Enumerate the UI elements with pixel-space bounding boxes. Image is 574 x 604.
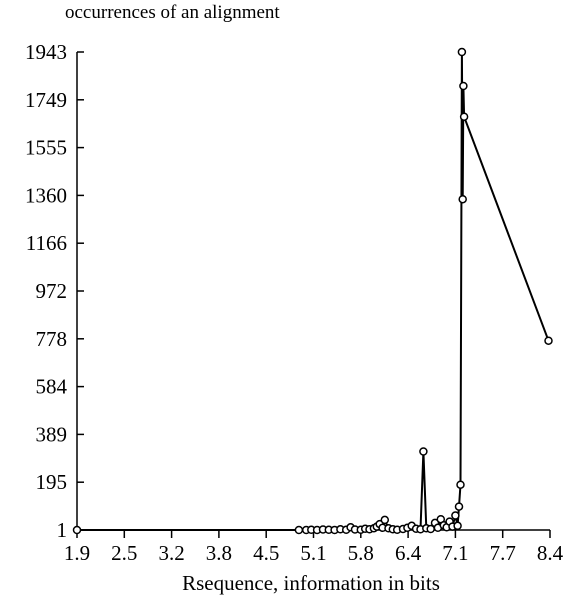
y-tick-label: 1360 [25, 183, 67, 207]
data-point [458, 194, 467, 204]
x-tick-label: 8.4 [537, 541, 564, 565]
data-point [294, 525, 304, 535]
x-tick-label: 3.2 [158, 541, 184, 565]
x-tick-label: 1.9 [64, 541, 90, 565]
y-tick-label: 1 [57, 518, 68, 542]
y-tick-label: 1166 [26, 231, 67, 255]
x-tick-label: 6.4 [395, 541, 422, 565]
x-tick-label: 4.5 [253, 541, 279, 565]
data-point [453, 521, 462, 531]
series-line [77, 51, 550, 531]
x-tick-label: 7.1 [442, 541, 468, 565]
x-tick-label: 2.5 [111, 541, 137, 565]
x-tick-label: 5.8 [348, 541, 374, 565]
data-point [454, 502, 464, 511]
y-tick-label: 972 [36, 279, 68, 303]
chart-title: occurrences of an alignment [65, 2, 280, 23]
x-tick-label: 7.7 [490, 541, 516, 565]
data-point [380, 515, 390, 525]
data-point [459, 81, 468, 91]
y-tick-label: 1555 [25, 136, 67, 160]
y-tick-label: 778 [36, 327, 68, 351]
data-point [544, 336, 553, 345]
data-point [457, 47, 467, 57]
x-tick-label: 5.1 [300, 541, 326, 565]
data-point [72, 525, 82, 535]
data-point [419, 447, 428, 456]
x-tick-label: 3.8 [206, 541, 232, 565]
data-point [459, 112, 469, 121]
y-tick-label: 195 [36, 470, 68, 494]
y-tick-label: 1749 [25, 88, 67, 112]
y-tick-label: 389 [36, 422, 68, 446]
data-point [451, 511, 460, 520]
data-point [456, 480, 465, 489]
y-tick-label: 1943 [25, 40, 67, 64]
x-axis-label: Rsequence, information in bits [182, 571, 440, 595]
y-tick-label: 584 [36, 375, 68, 399]
